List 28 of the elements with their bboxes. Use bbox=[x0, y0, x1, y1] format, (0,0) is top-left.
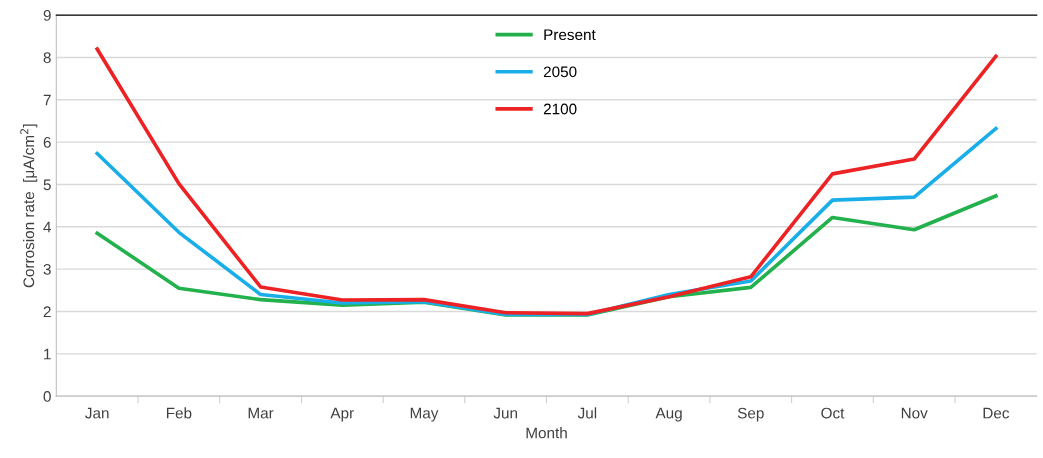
y-axis-title: Corrosion rate [μA/cm$^{2}$] bbox=[20, 124, 38, 288]
x-tick-label: Aug bbox=[655, 407, 682, 422]
x-tick-label: Sep bbox=[737, 407, 764, 422]
line-series bbox=[95, 47, 998, 316]
y-tick-label: 2 bbox=[43, 306, 51, 318]
y-tick-label: 4 bbox=[43, 221, 52, 233]
y-tick-label: 3 bbox=[43, 264, 51, 275]
x-tick-label: Apr bbox=[330, 407, 354, 422]
legend-label: 2100 bbox=[543, 103, 577, 115]
x-tick-label: Mar bbox=[248, 407, 274, 419]
x-tick-label: Jan bbox=[85, 407, 109, 419]
y-tick-label: 1 bbox=[44, 348, 51, 360]
y-tick-label: 7 bbox=[43, 94, 51, 106]
y-tick-label: 8 bbox=[43, 52, 51, 64]
x-axis-title: Month bbox=[526, 427, 567, 439]
x-tick-label: Feb bbox=[166, 407, 192, 419]
x-tick-label: Jul bbox=[577, 407, 597, 419]
legend-label: Present bbox=[544, 29, 596, 41]
x-tick-label: Jun bbox=[493, 407, 518, 419]
y-tick-label: 9 bbox=[43, 9, 51, 21]
y-tick-label: 6 bbox=[43, 137, 51, 148]
y-tick-label: 5 bbox=[43, 179, 51, 191]
x-tick-label: Oct bbox=[821, 407, 845, 419]
x-tick-label: Dec bbox=[983, 407, 1010, 419]
x-tick-label: Nov bbox=[901, 407, 928, 419]
x-tick-label: May bbox=[410, 407, 439, 422]
y-tick-label: 0 bbox=[43, 391, 51, 402]
legend-label: 2050 bbox=[543, 66, 577, 78]
